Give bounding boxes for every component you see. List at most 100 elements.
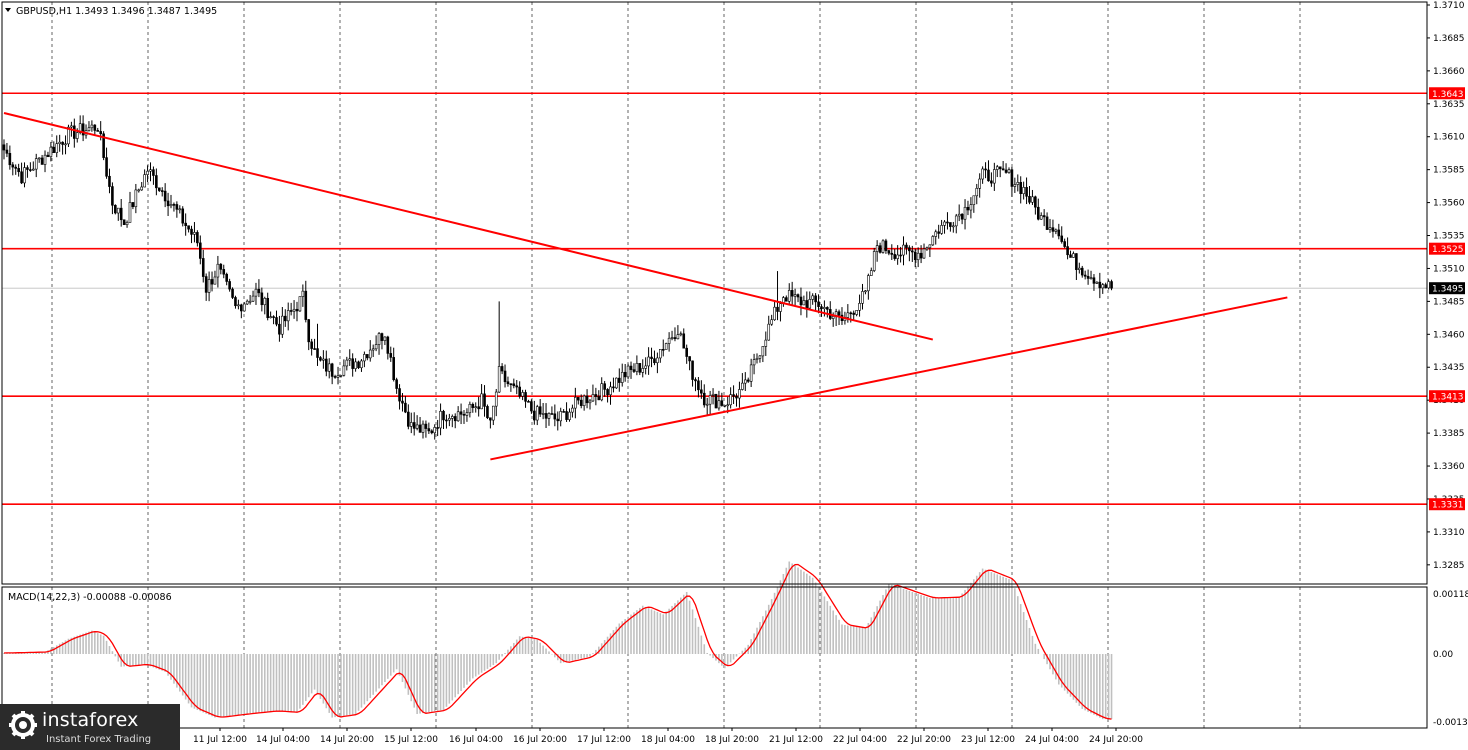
bull-candle (729, 394, 732, 406)
bull-candle (723, 404, 727, 407)
level-price-label: 1.3525 (1432, 245, 1464, 255)
instaforex-logo: instaforex Instant Forex Trading (0, 704, 180, 750)
bull-candle (248, 300, 252, 303)
bear-candle (152, 169, 155, 176)
bear-candle (603, 383, 606, 390)
bear-candle (1069, 254, 1072, 258)
bull-candle (975, 187, 979, 197)
bear-candle (1051, 227, 1055, 232)
bear-candle (732, 394, 735, 397)
bear-candle (172, 204, 176, 206)
bear-candle (486, 406, 489, 419)
bear-candle (278, 323, 281, 335)
bull-candle (711, 393, 715, 396)
bull-candle (1107, 281, 1110, 289)
bear-candle (908, 247, 911, 252)
bear-candle (632, 369, 636, 372)
macd-panel-border (1, 586, 1428, 729)
bull-candle (609, 386, 612, 396)
bull-candle (125, 222, 129, 226)
macd-header: MACD(14,22,3) -0.00088 -0.00086 (8, 592, 172, 603)
bull-candle (931, 236, 935, 246)
bear-candle (629, 365, 633, 370)
bull-candle (787, 290, 791, 302)
bear-candle (1025, 187, 1028, 197)
collapse-arrow-icon[interactable] (5, 8, 11, 12)
bull-candle (140, 186, 144, 191)
x-tick-label: 24 Jul 20:00 (1089, 735, 1143, 745)
bear-candle (407, 411, 410, 427)
bear-candle (20, 171, 23, 184)
bear-candle (14, 166, 18, 169)
bear-candle (518, 386, 521, 397)
bear-candle (462, 414, 466, 416)
bull-candle (896, 254, 899, 259)
bear-candle (459, 411, 463, 415)
bear-candle (576, 397, 580, 401)
bear-candle (184, 222, 187, 226)
bull-candle (439, 410, 442, 429)
descending-trendline (3, 112, 934, 341)
bull-candle (981, 168, 984, 180)
bull-candle (1078, 267, 1081, 270)
bear-candle (1083, 274, 1087, 277)
bear-candle (105, 157, 108, 177)
bull-candle (615, 377, 618, 389)
bull-candle (925, 247, 929, 250)
bull-candle (1072, 253, 1075, 258)
bull-candle (855, 310, 858, 315)
bull-candle (216, 263, 220, 278)
bull-candle (811, 295, 814, 300)
bull-candle (1048, 227, 1052, 230)
bull-candle (676, 334, 680, 340)
bull-candle (743, 379, 747, 384)
bear-candle (40, 157, 44, 165)
x-tick-label: 23 Jul 12:00 (961, 735, 1015, 745)
bull-candle (902, 244, 905, 256)
bull-candle (705, 403, 709, 406)
bull-candle (23, 167, 26, 184)
candles (2, 115, 1113, 440)
bear-candle (175, 204, 179, 210)
bear-candle (673, 337, 677, 340)
bear-candle (579, 399, 583, 406)
y-tick-label: 1.3385 (1433, 429, 1465, 439)
bear-candle (26, 167, 29, 170)
bull-candle (952, 225, 955, 228)
bear-candle (597, 396, 601, 401)
bull-candle (659, 349, 662, 359)
bear-candle (878, 245, 882, 253)
bull-candle (342, 365, 346, 376)
y-tick-label: 1.3610 (1433, 133, 1465, 143)
bull-candle (708, 395, 712, 405)
bull-candle (591, 394, 595, 402)
y-tick-label: 1.3460 (1433, 330, 1465, 340)
bull-candle (213, 276, 217, 285)
bull-candle (846, 312, 850, 318)
bull-candle (43, 154, 47, 165)
bear-candle (196, 232, 199, 244)
bear-candle (556, 418, 560, 422)
bear-candle (1086, 275, 1090, 279)
bull-candle (943, 221, 946, 226)
bear-candle (2, 144, 6, 151)
bull-candle (995, 166, 999, 170)
bear-candle (617, 377, 621, 383)
bull-candle (752, 359, 756, 366)
bear-candle (17, 168, 20, 173)
bear-candle (442, 410, 445, 421)
bear-candle (333, 376, 337, 378)
bull-candle (1054, 229, 1058, 232)
bull-candle (237, 304, 240, 307)
bear-candle (512, 383, 516, 387)
bull-candle (620, 371, 624, 383)
bear-candle (219, 263, 223, 270)
bull-candle (954, 215, 958, 227)
bull-candle (322, 358, 325, 361)
bear-candle (506, 381, 510, 385)
y-tick-label: 1.3360 (1433, 462, 1465, 472)
bull-candle (64, 143, 67, 146)
bull-candle (779, 303, 782, 312)
bear-candle (694, 379, 697, 382)
level-price-label: 1.3413 (1432, 393, 1464, 403)
